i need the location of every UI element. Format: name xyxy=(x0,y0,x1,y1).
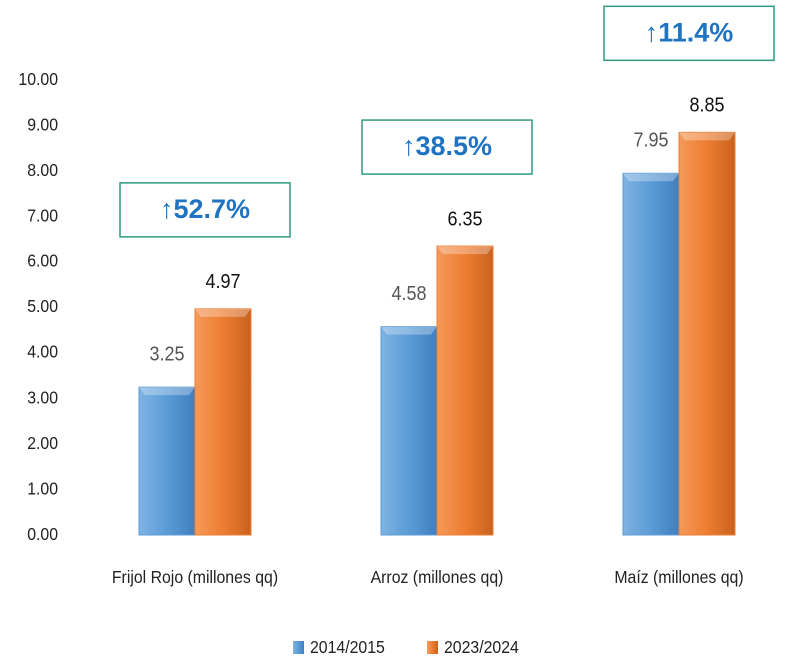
y-tick-label: 9.00 xyxy=(27,114,58,134)
data-label: 3.25 xyxy=(149,344,184,366)
x-tick-label: Maíz (millones qq) xyxy=(614,567,743,587)
y-tick-label: 3.00 xyxy=(27,387,58,407)
y-tick-label: 1.00 xyxy=(27,478,58,498)
bar-bevel xyxy=(437,246,493,255)
data-label: 8.85 xyxy=(689,95,724,117)
y-tick-label: 7.00 xyxy=(27,205,58,225)
bar xyxy=(622,172,680,536)
annotation: ↑11.4% xyxy=(645,17,734,47)
y-tick-label: 6.00 xyxy=(27,251,58,271)
legend-swatch xyxy=(427,641,438,654)
x-tick-label: Frijol Rojo (millones qq) xyxy=(112,567,278,587)
y-tick-label: 10.00 xyxy=(18,69,58,89)
y-tick-label: 2.00 xyxy=(27,433,58,453)
y-tick-label: 5.00 xyxy=(27,296,58,316)
bar-bevel xyxy=(381,326,437,335)
bar xyxy=(138,386,196,536)
annotation-box xyxy=(119,182,291,238)
annotation: ↑38.5% xyxy=(402,131,492,161)
bar xyxy=(380,326,438,536)
data-label: 6.35 xyxy=(447,209,482,231)
x-tick-label: Arroz (millones qq) xyxy=(371,567,504,587)
annotation: ↑52.7% xyxy=(160,194,250,224)
bar xyxy=(436,245,494,536)
bar-bevel xyxy=(623,173,679,182)
data-label: 4.58 xyxy=(391,283,426,305)
legend-label: 2014/2015 xyxy=(310,637,385,657)
bar-bevel xyxy=(139,387,195,396)
data-label: 7.95 xyxy=(633,130,668,152)
bar xyxy=(678,131,736,536)
bar xyxy=(194,308,252,536)
y-tick-label: 8.00 xyxy=(27,160,58,180)
legend-swatch xyxy=(293,641,304,654)
legend-label: 2023/2024 xyxy=(444,637,519,657)
y-tick-label: 4.00 xyxy=(27,342,58,362)
annotation-box xyxy=(361,119,533,175)
bar-bevel xyxy=(679,132,735,141)
y-tick-label: 0.00 xyxy=(27,524,58,544)
bar-bevel xyxy=(195,308,251,317)
annotation-box xyxy=(603,5,775,62)
data-label: 4.97 xyxy=(205,271,240,293)
